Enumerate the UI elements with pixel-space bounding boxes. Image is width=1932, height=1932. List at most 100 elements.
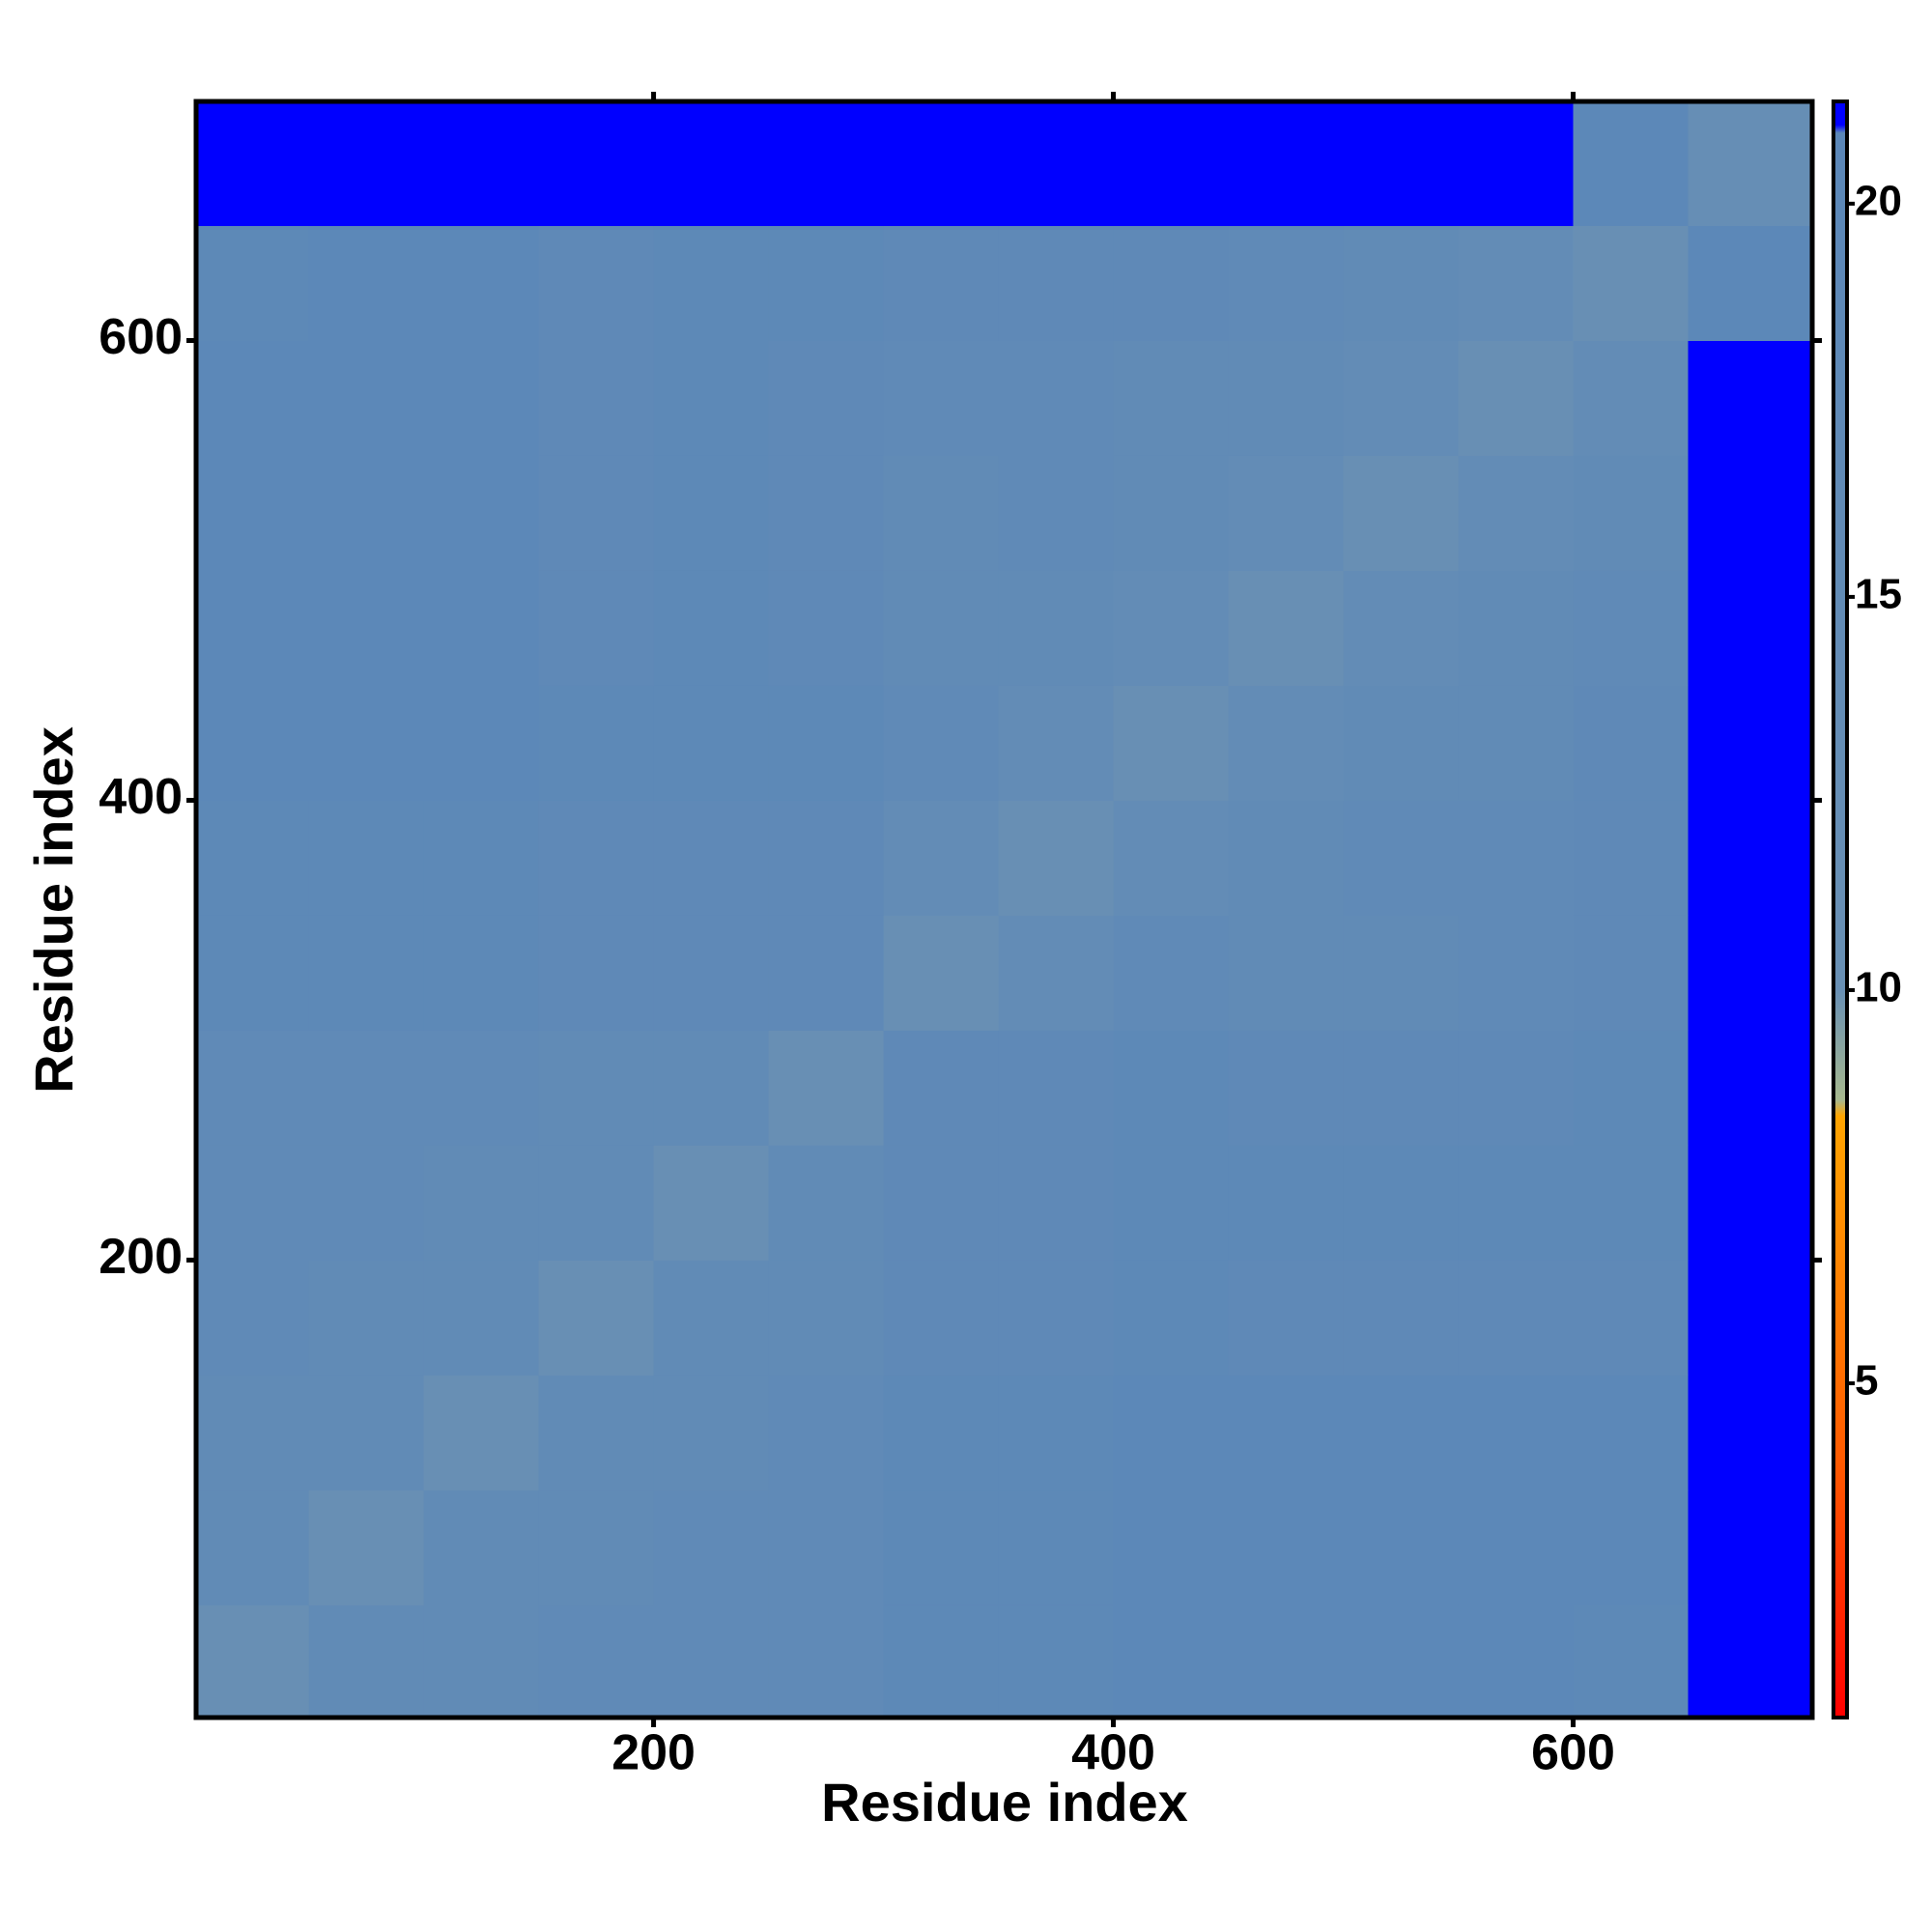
heatmap-cell: [308, 1490, 425, 1605]
heatmap-cell: [768, 915, 885, 1031]
heatmap-cell: [308, 1260, 425, 1376]
heatmap-cell: [196, 570, 310, 686]
heatmap-cell: [196, 101, 310, 227]
heatmap-cell: [196, 800, 310, 916]
heatmap-cell: [423, 685, 540, 801]
x-axis-title: Residue index: [821, 1772, 1188, 1833]
heatmap-cell: [196, 1605, 310, 1719]
heatmap-cell: [998, 225, 1115, 341]
heatmap-cell: [1228, 1605, 1345, 1719]
heatmap-cell: [1688, 570, 1813, 686]
heatmap-cell: [1343, 101, 1460, 227]
heatmap-cell: [1228, 1260, 1345, 1376]
heatmap-cell: [308, 685, 425, 801]
heatmap-cell: [1458, 225, 1575, 341]
heatmap-cell: [1458, 570, 1575, 686]
y-tick-label: 200: [99, 1229, 183, 1285]
heatmap-cell: [308, 1375, 425, 1491]
heatmap-cell: [1228, 570, 1345, 686]
heatmap-cell: [998, 915, 1115, 1031]
heatmap-cell: [538, 685, 655, 801]
x-tick-label: 200: [611, 1725, 696, 1781]
heatmap-cell: [998, 1260, 1115, 1376]
heatmap-cell: [768, 1145, 885, 1261]
heatmap-cell: [998, 1030, 1115, 1146]
heatmap-cell: [1573, 1605, 1689, 1719]
heatmap-cell: [1113, 915, 1230, 1031]
heatmap-cell: [1458, 455, 1575, 571]
heatmap-cell: [998, 685, 1115, 801]
heatmap-cell: [1228, 1375, 1345, 1491]
heatmap-cell: [1228, 225, 1345, 341]
heatmap-cell: [653, 1605, 770, 1719]
heatmap-cell: [768, 340, 885, 456]
heatmap-cell: [1458, 340, 1575, 456]
heatmap-cell: [1228, 101, 1345, 227]
heatmap-cell: [308, 800, 425, 916]
heatmap-cell: [1458, 685, 1575, 801]
heatmap-cell: [768, 800, 885, 916]
heatmap-cell: [1343, 1260, 1460, 1376]
colorbar-tick-label: 15: [1855, 571, 1902, 618]
heatmap-cell: [998, 101, 1115, 227]
x-tick-label: 400: [1071, 1725, 1155, 1781]
heatmap-cell: [1228, 455, 1345, 571]
heatmap-cell: [1113, 101, 1230, 227]
heatmap-cell: [1688, 225, 1813, 341]
heatmap-cell: [883, 101, 1000, 227]
heatmap-cell: [1113, 800, 1230, 916]
heatmap-cell: [1343, 1145, 1460, 1261]
heatmap-cell: [308, 1145, 425, 1261]
heatmap-cell: [1688, 1145, 1813, 1261]
heatmap-cell: [883, 340, 1000, 456]
heatmap-cell: [883, 570, 1000, 686]
heatmap-cell: [1228, 1490, 1345, 1605]
heatmap-cell: [1458, 1605, 1575, 1719]
heatmap-cell: [538, 570, 655, 686]
heatmap-cell: [883, 1375, 1000, 1491]
heatmap-cell: [538, 1490, 655, 1605]
heatmap-cell: [423, 570, 540, 686]
heatmap-cell: [196, 455, 310, 571]
heatmap-cell: [1113, 340, 1230, 456]
heatmap-cell: [1458, 915, 1575, 1031]
heatmap-cell: [1573, 1490, 1689, 1605]
heatmap-cell: [423, 1605, 540, 1719]
heatmap-cell: [196, 340, 310, 456]
heatmap-cell: [1228, 915, 1345, 1031]
heatmap-cell: [883, 1490, 1000, 1605]
heatmap-cell: [768, 101, 885, 227]
heatmap-cell: [1688, 1605, 1813, 1719]
heatmap-cell: [538, 455, 655, 571]
heatmap-cell: [1343, 1605, 1460, 1719]
heatmap-cell: [998, 1145, 1115, 1261]
heatmap-cell: [538, 340, 655, 456]
heatmap-cell: [1113, 1605, 1230, 1719]
heatmap-cell: [1458, 1375, 1575, 1491]
heatmap-cell: [998, 570, 1115, 686]
heatmap-cell: [1343, 340, 1460, 456]
heatmap-cell: [1573, 915, 1689, 1031]
heatmap-cell: [423, 225, 540, 341]
heatmap-cell: [1688, 915, 1813, 1031]
heatmap-cell: [1573, 1145, 1689, 1261]
heatmap-cell: [768, 1375, 885, 1491]
heatmap-cell: [1458, 800, 1575, 916]
heatmap-cell: [1113, 1030, 1230, 1146]
heatmap-cell: [1688, 800, 1813, 916]
heatmap-cell: [1343, 800, 1460, 916]
y-axis-title: Residue index: [23, 726, 84, 1094]
heatmap-cell: [196, 1260, 310, 1376]
heatmap-cell: [653, 685, 770, 801]
heatmap-cell: [423, 340, 540, 456]
heatmap-cell: [1343, 455, 1460, 571]
heatmap-cell: [653, 1375, 770, 1491]
heatmap-cell: [538, 225, 655, 341]
heatmap-cell: [423, 1490, 540, 1605]
heatmap-cell: [1343, 1375, 1460, 1491]
heatmap-cell: [538, 1375, 655, 1491]
heatmap-cell: [1573, 800, 1689, 916]
heatmap-cell: [196, 1030, 310, 1146]
heatmap-cell: [1343, 570, 1460, 686]
heatmap-cell: [768, 225, 885, 341]
